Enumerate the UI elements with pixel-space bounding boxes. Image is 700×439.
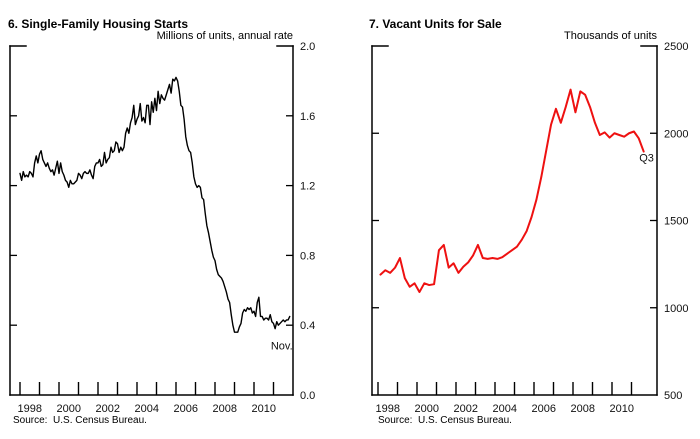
chart-vacant-units: 7. Vacant Units for Sale Thousands of un… (350, 0, 700, 439)
x-tick-label: 2000 (57, 403, 81, 415)
x-tick-label: 2008 (571, 403, 595, 415)
chart-housing-starts: 6. Single-Family Housing Starts Millions… (8, 16, 315, 426)
series-end-label: Nov. (271, 340, 293, 352)
x-tick-label: 2004 (493, 403, 517, 415)
y-tick-label: 2500 (664, 41, 688, 53)
x-tick-label: 1998 (376, 403, 400, 415)
y-tick-label: 0.0 (300, 390, 315, 402)
x-tick-label: 2008 (213, 403, 237, 415)
y-tick-label: 0.4 (300, 320, 315, 332)
data-line (379, 88, 645, 294)
housing-starts-plot: 1998 2000 2002 2004 2006 2008 2010 2.0 1.6 1.2 0.8… (9, 41, 315, 415)
x-tick-label: 2002 (454, 403, 478, 415)
y-tick-label: 500 (664, 390, 682, 402)
source-note: Source: U.S. Census Bureau. (378, 415, 512, 426)
y-tick-label: 1.6 (300, 111, 315, 123)
vacant-units-plot: 1998 2000 2002 2004 2006 2008 2010 2500 2000 1500… (371, 41, 688, 415)
axis-unit-label: Millions of units, annual rate (156, 30, 293, 42)
axis-unit-label: Thousands of units (564, 30, 657, 42)
y-tick-label: 0.8 (300, 250, 315, 262)
x-tick-label: 2006 (174, 403, 198, 415)
y-tick-label: 1000 (664, 303, 688, 315)
y-tick-label: 2000 (664, 128, 688, 140)
series-end-label: Q3 (639, 153, 654, 165)
y-tick-label: 1.2 (300, 181, 315, 193)
x-tick-label: 2010 (252, 403, 276, 415)
x-tick-label: 2002 (96, 403, 120, 415)
data-line (19, 76, 291, 333)
x-tick-label: 2004 (135, 403, 159, 415)
chart-title: 6. Single-Family Housing Starts (8, 16, 189, 31)
source-note: Source: U.S. Census Bureau. (13, 415, 147, 426)
x-tick-label: 1998 (18, 403, 42, 415)
y-tick-label: 2.0 (300, 41, 315, 53)
x-tick-label: 2000 (415, 403, 439, 415)
y-tick-label: 1500 (664, 216, 688, 228)
x-tick-label: 2006 (532, 403, 556, 415)
chart-title: 7. Vacant Units for Sale (369, 16, 502, 31)
x-tick-label: 2010 (610, 403, 634, 415)
